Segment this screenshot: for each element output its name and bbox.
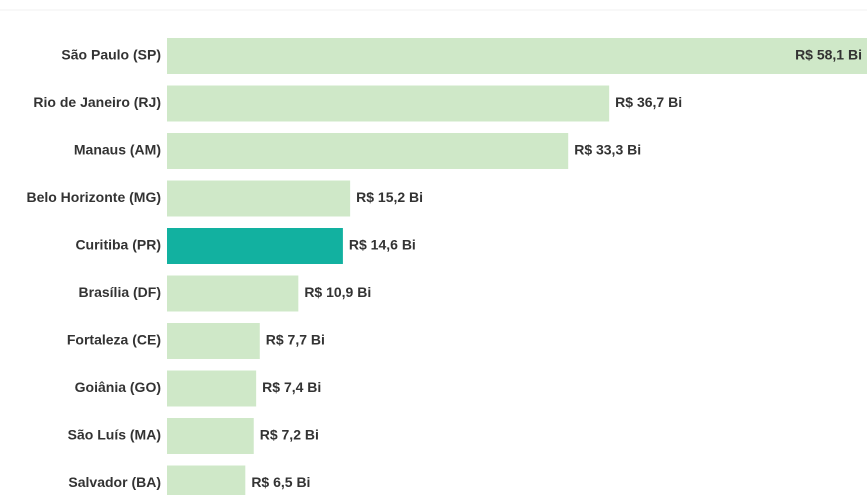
category-label: São Luís (MA) xyxy=(68,427,161,443)
value-label: R$ 7,2 Bi xyxy=(260,427,319,443)
bar xyxy=(167,180,351,217)
category-label: Curitiba (PR) xyxy=(75,237,161,253)
value-label: R$ 7,7 Bi xyxy=(266,332,325,348)
bar xyxy=(167,370,257,407)
category-label: Goiânia (GO) xyxy=(75,379,161,395)
bar xyxy=(167,275,299,312)
value-label: R$ 6,5 Bi xyxy=(251,474,310,490)
value-label: R$ 33,3 Bi xyxy=(574,142,641,158)
bar xyxy=(167,38,867,74)
category-label: Belo Horizonte (MG) xyxy=(26,189,161,205)
value-label: R$ 36,7 Bi xyxy=(615,94,682,110)
category-label: Salvador (BA) xyxy=(68,474,161,490)
bar xyxy=(167,228,343,264)
category-label: Fortaleza (CE) xyxy=(67,332,161,348)
value-label: R$ 15,2 Bi xyxy=(356,189,423,205)
category-label: Brasília (DF) xyxy=(79,284,161,300)
bar xyxy=(167,418,254,454)
category-label: São Paulo (SP) xyxy=(61,47,161,63)
category-label: Rio de Janeiro (RJ) xyxy=(33,94,161,110)
category-label: Manaus (AM) xyxy=(74,142,161,158)
bar xyxy=(167,133,569,169)
bar xyxy=(167,465,246,495)
value-label: R$ 7,4 Bi xyxy=(262,379,321,395)
bar xyxy=(167,85,610,122)
value-label: R$ 10,9 Bi xyxy=(304,284,371,300)
value-label: R$ 14,6 Bi xyxy=(349,237,416,253)
bar xyxy=(167,323,260,359)
value-label: R$ 58,1 Bi xyxy=(795,47,862,63)
